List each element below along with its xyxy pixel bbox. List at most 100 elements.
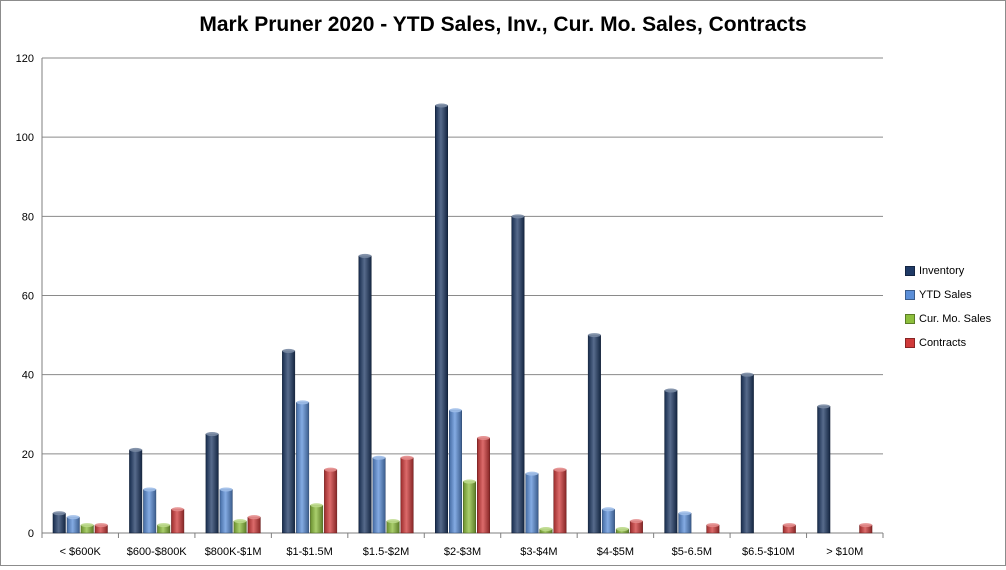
bar-top [664,388,678,393]
bar-top [706,523,720,528]
bar-top [539,527,553,532]
legend-item: YTD Sales [905,283,991,307]
legend-label: Contracts [919,337,967,349]
bar-top [310,503,323,508]
x-tick-label: $600-$800K [127,546,188,558]
bar-inventory [740,374,754,534]
y-tick-label: 20 [22,449,34,461]
bar-top [400,455,414,460]
y-tick-label: 60 [22,291,34,303]
bar-inventory [664,390,678,534]
x-tick-label: < $600K [60,546,102,558]
bar-contracts [400,457,414,534]
bar-ytd-sales [66,516,80,534]
bar-top [233,519,247,524]
bar-inventory [129,449,143,534]
bar-cur-mo-sales [463,481,476,534]
bar-ytd-sales [372,457,386,534]
bar-contracts [324,469,338,534]
bar-top [143,487,156,492]
bar-inventory [817,406,831,534]
bar-top [282,348,295,353]
bar-top [80,523,94,528]
bar-top [741,372,754,377]
x-tick-label: $6.5-$10M [742,546,795,558]
bar-contracts [553,469,567,534]
bar-top [588,333,601,338]
bar-top [678,511,692,516]
bar-top [463,479,476,484]
bar-contracts [477,437,490,534]
bar-inventory [52,512,66,534]
bar-ytd-sales [219,489,233,534]
bar-top [511,214,525,219]
bar-top [171,507,184,512]
y-tick-label: 120 [16,53,34,65]
x-tick-label: $2-$3M [444,546,481,558]
bar-inventory [358,255,372,534]
bar-top [859,523,873,528]
x-tick-label: $1-$1.5M [286,546,332,558]
bar-ytd-sales [601,509,615,534]
bar-top [817,404,831,409]
bar-top [386,519,400,524]
bar-inventory [511,216,525,534]
bar-top [616,527,629,532]
bar-top [129,447,142,452]
bar-top [94,523,108,528]
y-tick-label: 80 [22,211,34,223]
chart-title: Mark Pruner 2020 - YTD Sales, Inv., Cur.… [199,13,807,36]
legend-swatch [905,290,915,300]
bar-ytd-sales [143,489,157,534]
y-tick-label: 100 [16,132,34,144]
bar-top [358,253,372,258]
x-tick-label: $3-$4M [520,546,557,558]
x-tick-label: $5-6.5M [672,546,712,558]
bar-top [783,523,796,528]
legend-label: Cur. Mo. Sales [919,313,992,325]
bar-top [630,519,643,524]
x-tick-label: > $10M [826,546,863,558]
bar-inventory [435,105,448,534]
bar-top [553,467,567,472]
legend-swatch [905,314,915,324]
legend-swatch [905,338,915,348]
legend: Inventory YTD Sales Cur. Mo. Sales Contract… [905,259,991,355]
bar-top [435,103,448,108]
y-tick-label: 0 [28,528,34,540]
bar-inventory [282,350,296,534]
bar-contracts [247,516,261,534]
bar-top [602,507,615,512]
bar-top [157,523,170,528]
bar-ytd-sales [678,512,692,534]
bar-top [477,436,490,440]
legend-swatch [905,266,915,276]
x-tick-label: $4-$5M [597,546,634,558]
bar-inventory [205,433,219,534]
bar-top [449,408,462,413]
bar-cur-mo-sales [310,505,324,534]
bar-top [296,400,309,405]
bar-top [372,455,386,460]
bar-top [52,511,66,516]
bar-inventory [587,334,601,534]
bar-top [525,471,539,476]
legend-label: Inventory [919,265,965,277]
bar-ytd-sales [525,473,539,534]
legend-item: Contracts [905,331,991,355]
bar-top [66,515,80,520]
legend-item: Inventory [905,259,991,283]
bar-top [247,515,261,520]
x-tick-label: $800K-$1M [205,546,262,558]
x-tick-label: $1.5-$2M [363,546,409,558]
y-tick-label: 40 [22,370,34,382]
bar-top [219,487,233,492]
bar-ytd-sales [449,410,462,534]
legend-item: Cur. Mo. Sales [905,307,991,331]
legend-label: YTD Sales [919,289,972,301]
bar-top [205,432,219,437]
bar-top [324,467,337,472]
bar-ytd-sales [296,402,310,534]
